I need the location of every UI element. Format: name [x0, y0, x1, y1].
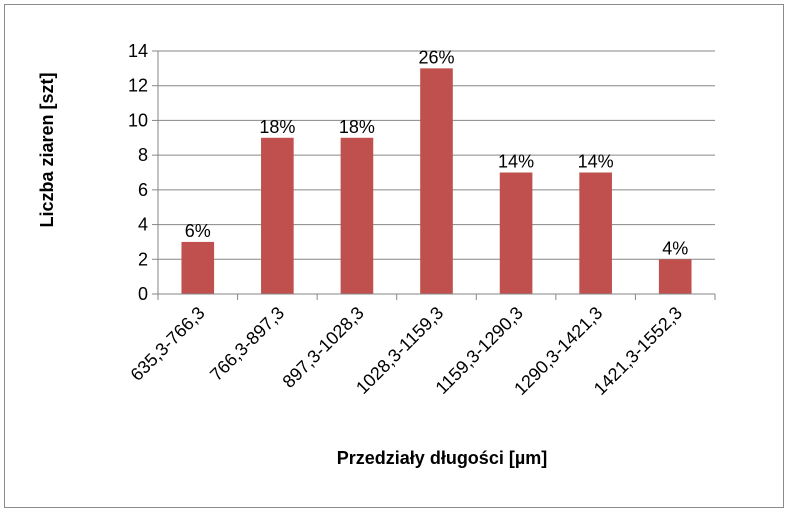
x-tick-labels: 635,3-766,3766,3-897,3897,3-1028,31028,3… — [127, 303, 687, 399]
data-label: 18% — [339, 117, 375, 137]
bar — [420, 68, 453, 294]
x-tick-label: 766,3-897,3 — [206, 303, 288, 385]
bars — [181, 68, 692, 294]
y-tick-label: 14 — [128, 41, 148, 61]
y-tick-label: 0 — [138, 284, 148, 304]
y-axis-title: Liczba ziaren [szt] — [37, 72, 57, 227]
bar — [340, 137, 374, 294]
y-tick-label: 8 — [138, 145, 148, 165]
data-label: 26% — [418, 47, 454, 67]
x-axis-title: Przedziały długości [µm] — [337, 448, 547, 468]
y-tick-label: 6 — [138, 180, 148, 200]
bar — [658, 259, 692, 294]
bar — [579, 172, 612, 294]
bar-chart: 0 2 4 6 8 10 12 14 635,3-766,3766,3-897,3897,3-… — [37, 41, 716, 468]
data-labels: 6% 18% 18% 26% 14% 14% 4% — [185, 47, 688, 258]
x-tick-label: 635,3-766,3 — [127, 303, 209, 385]
bar — [181, 241, 215, 294]
data-label: 14% — [578, 152, 614, 172]
y-tick-label: 2 — [138, 249, 148, 269]
data-label: 14% — [498, 152, 534, 172]
y-tick-label: 12 — [128, 76, 148, 96]
chart-frame: 0 2 4 6 8 10 12 14 635,3-766,3 766,3-897,3 897,3-… — [4, 4, 784, 508]
bar — [261, 137, 294, 294]
bar — [499, 172, 533, 294]
data-label: 18% — [259, 117, 295, 137]
y-tick-label: 4 — [138, 215, 148, 235]
data-label: 6% — [185, 221, 211, 241]
y-tick-label: 10 — [128, 110, 148, 130]
y-tick-labels: 0 2 4 6 8 10 12 14 — [128, 41, 148, 304]
axes — [152, 50, 716, 300]
data-label: 4% — [662, 238, 688, 258]
x-tick-label: 897,3-1028,3 — [279, 303, 368, 392]
